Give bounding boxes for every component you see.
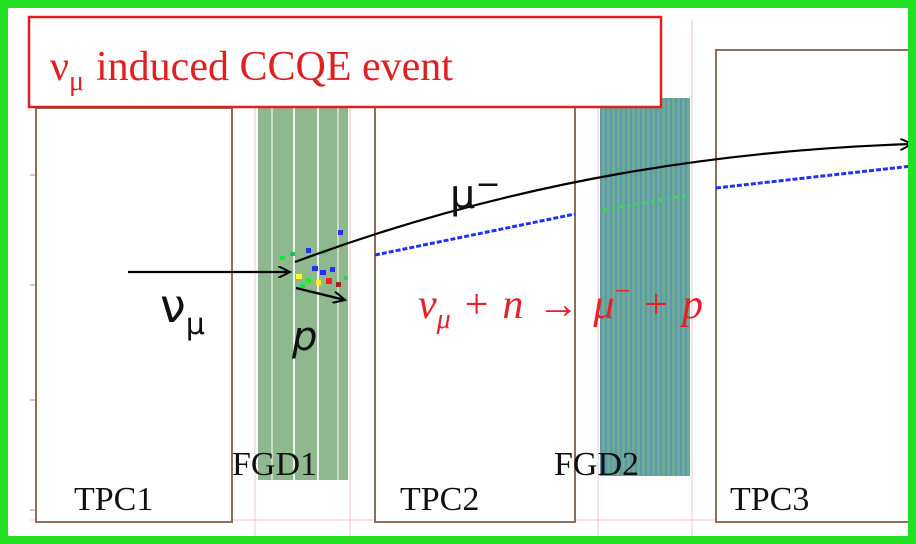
eq-nu-sub: μ [436,304,451,335]
tpc2-box [374,69,576,523]
title-subscript: μ [69,66,84,97]
page-title: νμ induced CCQE event [50,44,453,97]
eq-proton: p [679,282,703,328]
muon-label: μ− [450,167,501,218]
title-text: induced CCQE event [96,44,453,90]
eq-arrow: → [537,282,579,328]
reaction-equation: νμ + n → μ− + p [418,276,703,335]
neutrino-symbol: ν [160,279,186,333]
neutrino-label: νμ [160,279,205,342]
eq-nu: ν [418,282,437,328]
tpc1-box [35,107,233,523]
muon-charge: − [475,167,500,202]
neutrino-subscript: μ [186,307,205,342]
fgd2-label: FGD2 [554,446,639,483]
eq-plus-1: + [465,282,489,328]
fgd1-module [258,108,348,480]
eq-neutron: n [502,282,523,328]
vertex-hits [280,230,348,288]
eq-plus-2: + [644,282,668,328]
tpc3-box [715,49,913,523]
fgd2-module [600,98,690,476]
proton-arrow [295,286,345,300]
title-symbol: ν [50,44,69,90]
fgd1-label: FGD1 [232,446,317,483]
fgd2-hits [603,193,691,212]
muon-track-hits [374,164,913,257]
tpc2-label: TPC2 [400,481,479,518]
tpc3-label: TPC3 [730,481,809,518]
title-box [27,15,663,109]
proton-label: p [291,314,317,360]
eq-mu: μ [592,282,614,328]
muon-arrow [294,144,912,264]
eq-mu-charge: − [615,276,631,307]
tpc1-label: TPC1 [74,481,153,518]
muon-symbol: μ [450,172,475,218]
